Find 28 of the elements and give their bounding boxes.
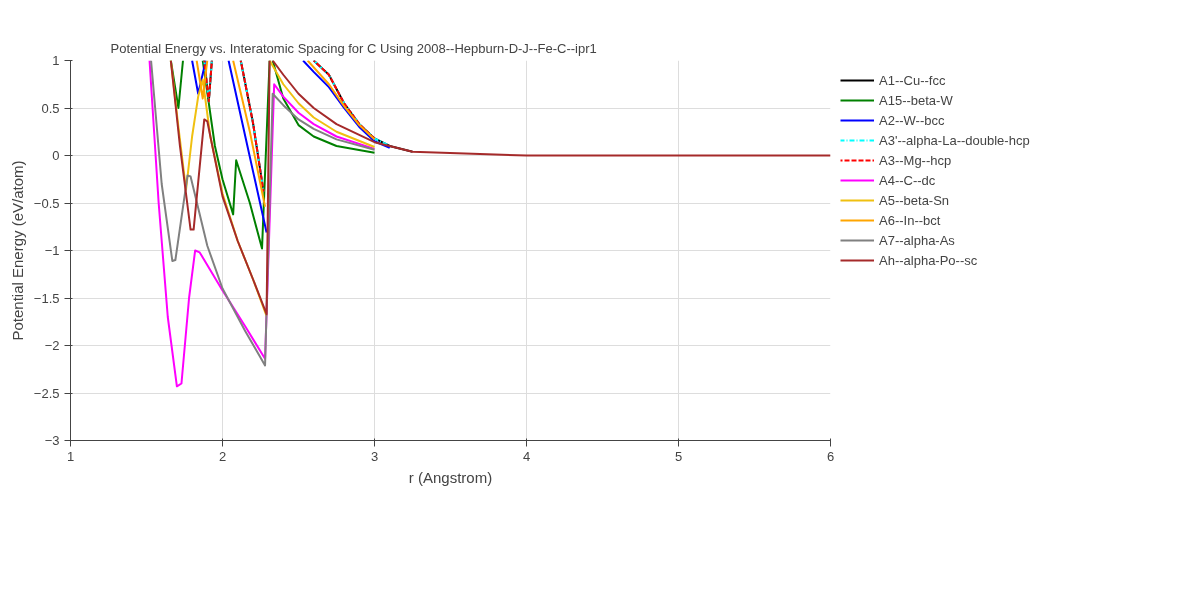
legend-label: A3--Mg--hcp <box>879 152 952 168</box>
chart-title: Potential Energy vs. Interatomic Spacing for C Using 2008--Hepburn-D-J--Fe-C--ipr1 <box>110 40 597 56</box>
y-tick-label: −2 <box>44 338 60 353</box>
y-tick-label: −0.5 <box>33 195 60 211</box>
legend-label: A1--Cu--fcc <box>879 72 946 88</box>
y-tick-label: −2.5 <box>33 385 60 401</box>
x-axis-title: r (Angstrom) <box>408 468 493 486</box>
x-tick-label: 3 <box>370 448 379 464</box>
y-tick-label: −1.5 <box>33 290 60 306</box>
legend-label: A7--alpha-As <box>879 232 955 248</box>
y-tick-label: 0 <box>52 148 60 163</box>
legend-label: Ah--alpha-Po--sc <box>879 252 978 268</box>
legend-label: A15--beta-W <box>879 92 953 108</box>
x-tick-label: 1 <box>66 448 75 464</box>
y-axis-title: Potential Energy (eV/atom) <box>8 160 26 341</box>
x-tick-label: 4 <box>522 448 531 464</box>
y-tick-label: 1 <box>52 53 60 68</box>
legend-label: A5--beta-Sn <box>879 192 950 208</box>
legend-label: A6--In--bct <box>879 212 941 228</box>
legend-label: A2--W--bcc <box>879 112 945 128</box>
x-tick-label: 5 <box>674 448 683 464</box>
legend-label: A4--C--dc <box>879 172 936 188</box>
y-tick-label: −1 <box>44 243 60 258</box>
x-tick-label: 6 <box>826 448 835 464</box>
y-tick-label: 0.5 <box>41 100 60 116</box>
y-tick-label: −3 <box>44 433 60 448</box>
x-tick-label: 2 <box>218 448 227 464</box>
legend-label: A3'--alpha-La--double-hcp <box>879 132 1030 148</box>
